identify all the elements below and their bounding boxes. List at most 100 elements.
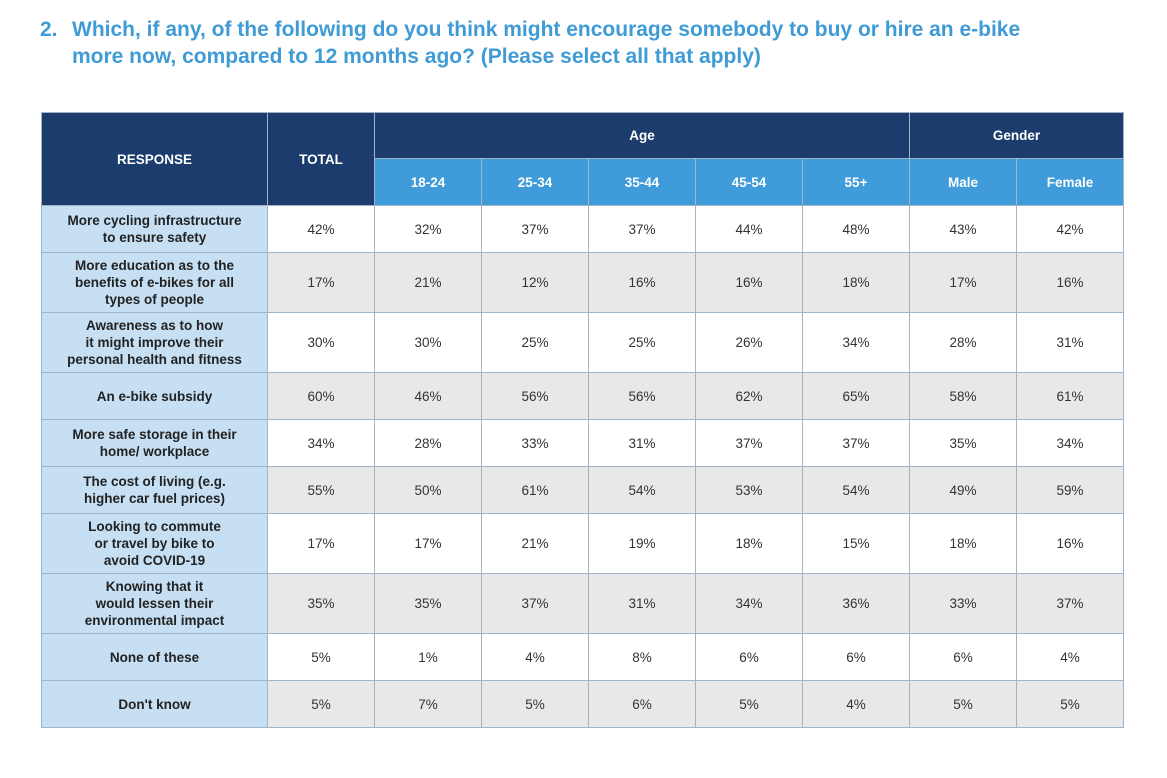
value-cell: 18%	[802, 252, 910, 313]
value-cell: 31%	[1015, 312, 1125, 373]
value-cell: 62%	[695, 372, 803, 420]
table-row: Don't know 5% 7% 5% 6% 5% 4% 5% 5%	[41, 680, 1125, 728]
total-value-cell: 34%	[267, 419, 375, 467]
header-age-35-44: 35-44	[588, 158, 696, 206]
value-cell: 5%	[695, 680, 803, 728]
value-cell: 37%	[588, 205, 696, 253]
table-header: RESPONSE TOTAL Age Gender 18-24 25-34 35…	[41, 112, 1125, 206]
table-row: Looking to commute or travel by bike to …	[41, 513, 1125, 574]
response-label: More cycling infrastructure to ensure sa…	[41, 205, 268, 253]
question-title: 2. Which, if any, of the following do you…	[40, 16, 1140, 70]
total-value-cell: 5%	[267, 680, 375, 728]
value-cell: 15%	[802, 513, 910, 574]
results-table: RESPONSE TOTAL Age Gender 18-24 25-34 35…	[41, 112, 1125, 728]
table-row: Knowing that it would lessen their envir…	[41, 573, 1125, 634]
value-cell: 49%	[909, 466, 1017, 514]
value-cell: 12%	[481, 252, 589, 313]
table-row: More safe storage in their home/ workpla…	[41, 419, 1125, 467]
header-gender-female: Female	[1015, 158, 1125, 206]
value-cell: 5%	[909, 680, 1017, 728]
header-age-55-plus: 55+	[802, 158, 910, 206]
value-cell: 30%	[374, 312, 482, 373]
value-cell: 21%	[374, 252, 482, 313]
value-cell: 50%	[374, 466, 482, 514]
value-cell: 16%	[1015, 252, 1125, 313]
table-row: An e-bike subsidy 60% 46% 56% 56% 62% 65% 58% 61…	[41, 372, 1125, 420]
value-cell: 5%	[481, 680, 589, 728]
table-row: More cycling infrastructure to ensure sa…	[41, 205, 1125, 253]
header-age-45-54: 45-54	[695, 158, 803, 206]
value-cell: 54%	[588, 466, 696, 514]
response-label: Knowing that it would lessen their envir…	[41, 573, 268, 634]
header-gender-male: Male	[909, 158, 1017, 206]
value-cell: 17%	[374, 513, 482, 574]
total-value-cell: 5%	[267, 633, 375, 681]
question-text-line-1: Which, if any, of the following do you t…	[72, 18, 1021, 41]
value-cell: 6%	[909, 633, 1017, 681]
table-row: More education as to the benefits of e-b…	[41, 252, 1125, 313]
response-label: More safe storage in their home/ workpla…	[41, 419, 268, 467]
total-value-cell: 55%	[267, 466, 375, 514]
response-label: None of these	[41, 633, 268, 681]
value-cell: 31%	[588, 419, 696, 467]
total-value-cell: 17%	[267, 252, 375, 313]
value-cell: 28%	[909, 312, 1017, 373]
response-label: An e-bike subsidy	[41, 372, 268, 420]
value-cell: 36%	[802, 573, 910, 634]
header-gender-group: Gender	[908, 112, 1125, 159]
value-cell: 37%	[695, 419, 803, 467]
value-cell: 8%	[588, 633, 696, 681]
value-cell: 37%	[481, 205, 589, 253]
value-cell: 25%	[588, 312, 696, 373]
header-response: RESPONSE	[41, 112, 268, 206]
value-cell: 33%	[909, 573, 1017, 634]
response-label: The cost of living (e.g. higher car fuel…	[41, 466, 268, 514]
value-cell: 28%	[374, 419, 482, 467]
total-value-cell: 42%	[267, 205, 375, 253]
header-age-25-34: 25-34	[481, 158, 589, 206]
value-cell: 53%	[695, 466, 803, 514]
response-label: More education as to the benefits of e-b…	[41, 252, 268, 313]
response-label: Looking to commute or travel by bike to …	[41, 513, 268, 574]
value-cell: 4%	[481, 633, 589, 681]
value-cell: 18%	[695, 513, 803, 574]
header-age-group: Age	[374, 112, 910, 159]
total-value-cell: 60%	[267, 372, 375, 420]
value-cell: 17%	[909, 252, 1017, 313]
response-label: Don't know	[41, 680, 268, 728]
value-cell: 6%	[695, 633, 803, 681]
value-cell: 43%	[909, 205, 1017, 253]
total-value-cell: 17%	[267, 513, 375, 574]
value-cell: 56%	[588, 372, 696, 420]
value-cell: 6%	[802, 633, 910, 681]
header-total: TOTAL	[267, 112, 375, 206]
total-value-cell: 30%	[267, 312, 375, 373]
value-cell: 7%	[374, 680, 482, 728]
table-row: Awareness as to how it might improve the…	[41, 312, 1125, 373]
value-cell: 42%	[1015, 205, 1125, 253]
value-cell: 18%	[909, 513, 1017, 574]
value-cell: 65%	[802, 372, 910, 420]
value-cell: 46%	[374, 372, 482, 420]
value-cell: 37%	[802, 419, 910, 467]
table-body: More cycling infrastructure to ensure sa…	[41, 205, 1125, 728]
value-cell: 16%	[588, 252, 696, 313]
table-row: None of these 5% 1% 4% 8% 6% 6% 6% 4%	[41, 633, 1125, 681]
value-cell: 21%	[481, 513, 589, 574]
value-cell: 1%	[374, 633, 482, 681]
value-cell: 61%	[1015, 372, 1125, 420]
total-value-cell: 35%	[267, 573, 375, 634]
value-cell: 35%	[374, 573, 482, 634]
value-cell: 4%	[1015, 633, 1125, 681]
value-cell: 4%	[802, 680, 910, 728]
value-cell: 34%	[1015, 419, 1125, 467]
value-cell: 34%	[802, 312, 910, 373]
value-cell: 32%	[374, 205, 482, 253]
value-cell: 5%	[1015, 680, 1125, 728]
value-cell: 37%	[481, 573, 589, 634]
value-cell: 61%	[481, 466, 589, 514]
value-cell: 19%	[588, 513, 696, 574]
response-label: Awareness as to how it might improve the…	[41, 312, 268, 373]
value-cell: 6%	[588, 680, 696, 728]
value-cell: 35%	[909, 419, 1017, 467]
